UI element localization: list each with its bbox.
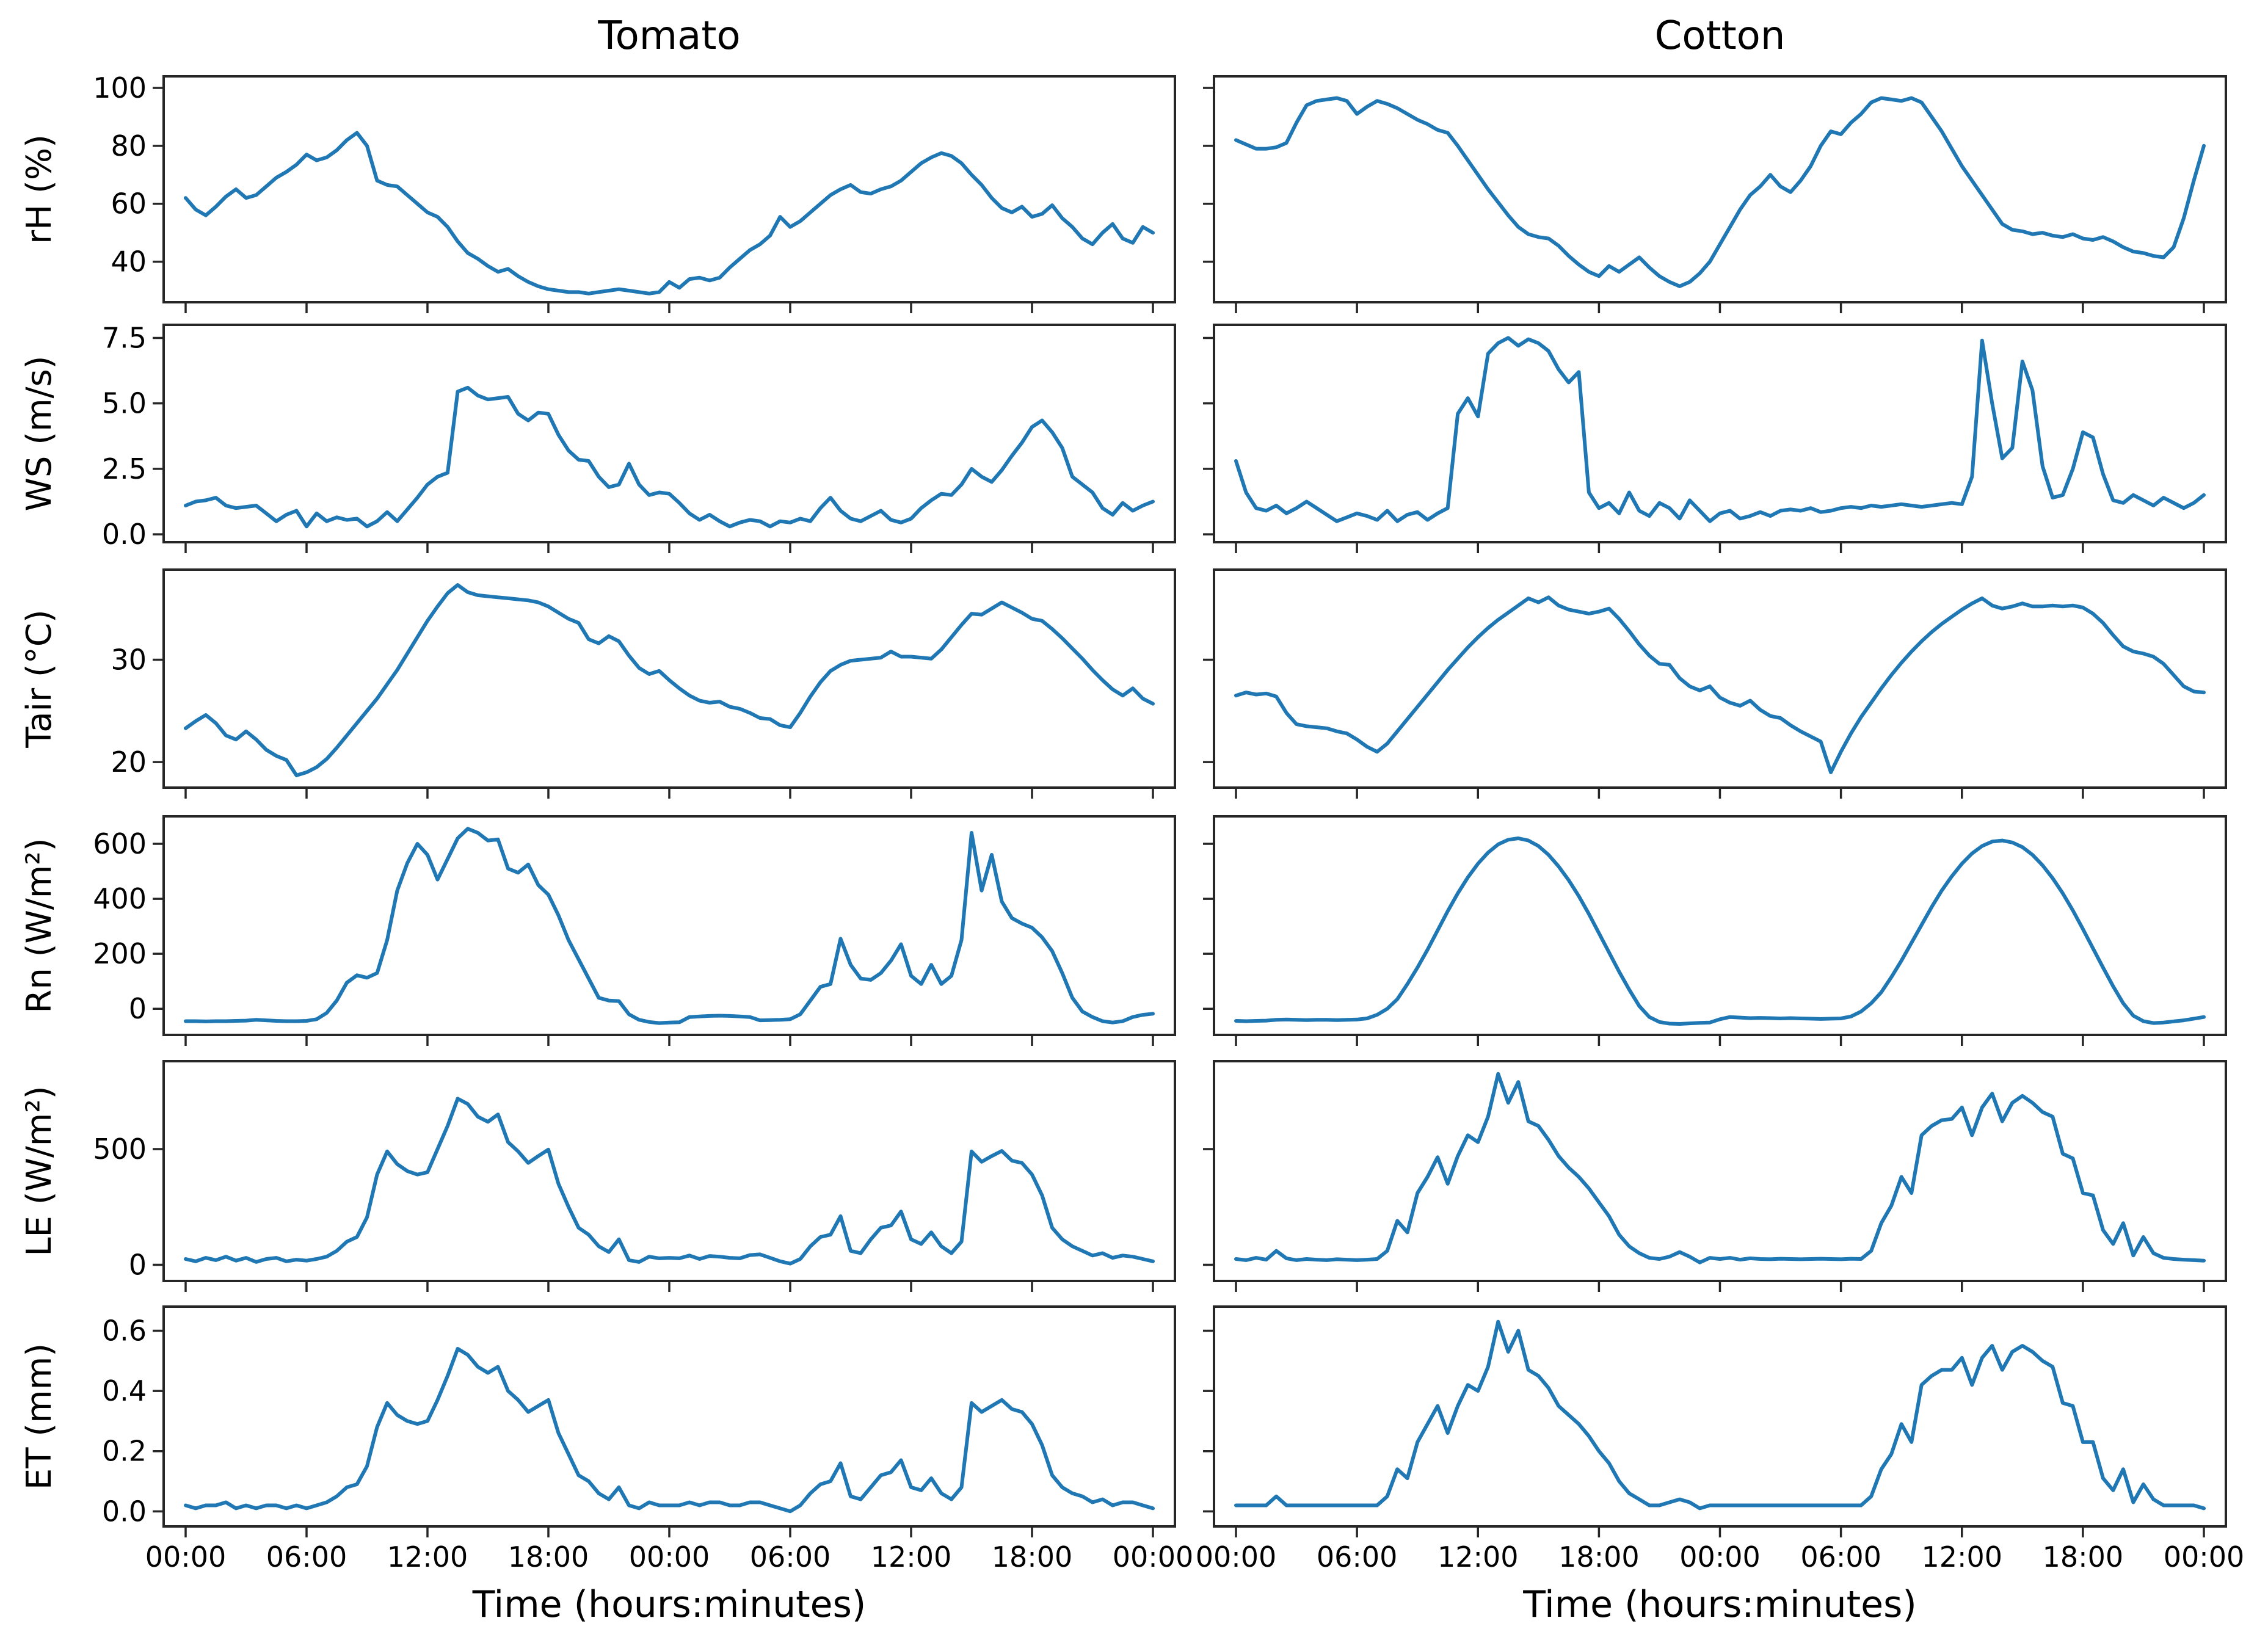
y-tick-label: 600 — [93, 827, 147, 860]
series-line-tair-cotton — [1234, 595, 2206, 774]
x-tick-label: 18:00 — [508, 1540, 589, 1573]
panel-ws-tomato — [162, 324, 1176, 543]
x-tick-label: 00:00 — [145, 1540, 227, 1573]
series-line-et-tomato — [184, 1347, 1155, 1514]
panel-tair-cotton — [1213, 568, 2227, 789]
series-line-le-cotton — [1234, 1072, 2206, 1264]
x-tick-label: 00:00 — [1113, 1540, 1194, 1573]
panel-rh-tomato — [162, 75, 1176, 303]
y-tick-label: 0.0 — [102, 1495, 147, 1528]
x-axis-label-cotton: Time (hours:minutes) — [1522, 1583, 1917, 1626]
x-tick-label: 12:00 — [1921, 1540, 2002, 1573]
x-tick-label: 06:00 — [1317, 1540, 1398, 1573]
panel-rh-cotton — [1213, 75, 2227, 303]
y-axis-label-le: LE (W/m²) — [20, 1086, 59, 1256]
series-line-le-tomato — [184, 1097, 1155, 1266]
x-tick-label: 06:00 — [1800, 1540, 1881, 1573]
y-tick-label: 7.5 — [102, 321, 147, 354]
y-tick-label: 80 — [111, 129, 147, 162]
y-axis-label-rn: Rn (W/m²) — [20, 838, 59, 1013]
panel-ws-cotton — [1213, 324, 2227, 543]
y-axis-label-rh: rH (%) — [20, 134, 59, 244]
y-tick-label: 100 — [93, 71, 147, 104]
panel-le-cotton — [1213, 1060, 2227, 1282]
x-tick-label: 06:00 — [750, 1540, 831, 1573]
y-axis-label-tair: Tair (°C) — [20, 609, 59, 748]
y-tick-label: 60 — [111, 187, 147, 220]
series-line-rh-cotton — [1234, 96, 2206, 288]
x-tick-label: 12:00 — [1437, 1540, 1519, 1573]
series-line-rn-cotton — [1234, 836, 2206, 1026]
x-axis-label-tomato: Time (hours:minutes) — [472, 1583, 867, 1626]
series-line-tair-tomato — [184, 583, 1155, 777]
y-tick-label: 30 — [111, 643, 147, 676]
x-tick-label: 18:00 — [2043, 1540, 2124, 1573]
y-tick-label: 0.6 — [102, 1314, 147, 1347]
y-tick-label: 0.2 — [102, 1435, 147, 1468]
y-tick-label: 5.0 — [102, 387, 147, 420]
y-tick-label: 400 — [93, 882, 147, 915]
y-tick-label: 0 — [129, 992, 147, 1025]
y-tick-label: 0.0 — [102, 518, 147, 551]
y-axis-label-ws: WS (m/s) — [20, 355, 59, 511]
x-tick-label: 18:00 — [1558, 1540, 1640, 1573]
y-tick-label: 20 — [111, 746, 147, 778]
x-tick-label: 00:00 — [2164, 1540, 2245, 1573]
panel-rn-cotton — [1213, 815, 2227, 1036]
x-tick-label: 18:00 — [992, 1540, 1073, 1573]
y-tick-label: 0.4 — [102, 1374, 147, 1407]
x-tick-label: 12:00 — [871, 1540, 952, 1573]
series-line-rn-tomato — [184, 827, 1155, 1025]
y-tick-label: 500 — [93, 1133, 147, 1166]
y-tick-label: 40 — [111, 245, 147, 278]
column-title-tomato: Tomato — [597, 13, 740, 59]
series-line-rh-tomato — [184, 131, 1155, 296]
column-title-cotton: Cotton — [1655, 13, 1786, 59]
y-axis-label-et: ET (mm) — [20, 1343, 59, 1490]
x-tick-label: 00:00 — [1196, 1540, 1277, 1573]
y-tick-label: 200 — [93, 937, 147, 970]
panel-le-tomato — [162, 1060, 1176, 1282]
x-tick-label: 00:00 — [1679, 1540, 1761, 1573]
series-line-et-cotton — [1234, 1319, 2206, 1511]
series-line-ws-tomato — [184, 385, 1155, 529]
panel-et-tomato — [162, 1305, 1176, 1528]
series-line-ws-cotton — [1234, 336, 2206, 523]
x-tick-label: 12:00 — [387, 1540, 468, 1573]
y-tick-label: 2.5 — [102, 452, 147, 485]
x-tick-label: 00:00 — [629, 1540, 710, 1573]
y-tick-label: 0 — [129, 1248, 147, 1281]
x-tick-label: 06:00 — [266, 1540, 347, 1573]
